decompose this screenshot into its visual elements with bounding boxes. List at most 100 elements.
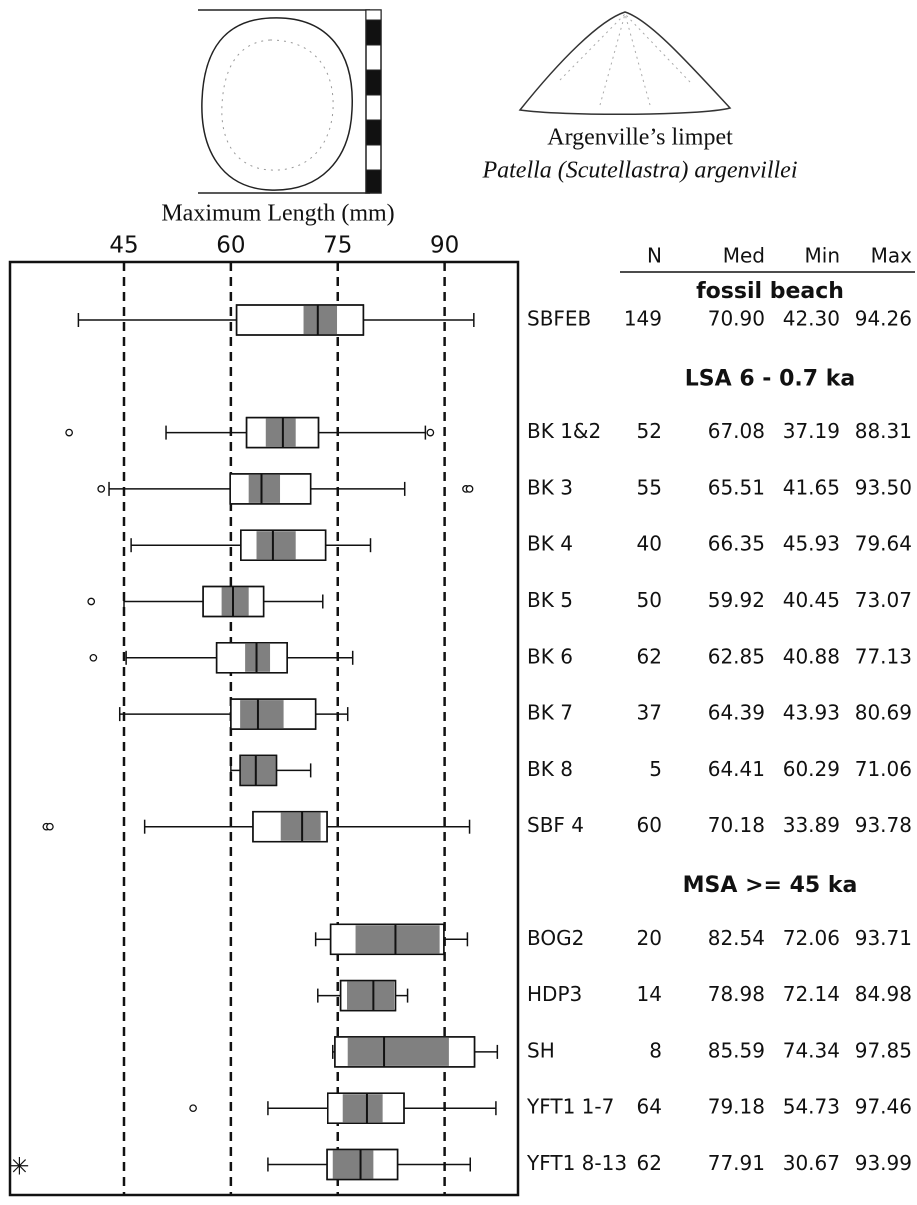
outlier — [46, 822, 54, 831]
outlier — [87, 597, 96, 606]
table-cell: 45.93 — [783, 532, 840, 556]
table-cell: 93.78 — [855, 813, 912, 837]
plot-frame — [8, 260, 520, 1197]
column-header: Med — [723, 244, 765, 268]
median-ci — [342, 1094, 383, 1123]
box-outline — [215, 642, 288, 674]
table-cell: 93.99 — [855, 1151, 912, 1175]
row-label: YFT1 8-13 — [526, 1151, 627, 1175]
table-cell: 5 — [649, 757, 662, 781]
row-label: BK 6 — [527, 644, 573, 668]
table-cell: 93.71 — [855, 926, 912, 950]
box-outline — [252, 810, 328, 843]
row-label: BK 8 — [527, 757, 573, 781]
table-cell: 94.26 — [855, 307, 912, 331]
x-axis-label: Maximum Length (mm) — [161, 201, 394, 227]
median-ci — [347, 1037, 449, 1066]
column-header: Max — [871, 244, 913, 268]
table-cell: 80.69 — [855, 701, 912, 725]
median-ci — [221, 587, 249, 616]
group-title: LSA 6 - 0.7 ka — [685, 366, 855, 391]
x-tick-label: 75 — [323, 233, 352, 259]
table-cell: 78.98 — [708, 982, 765, 1006]
box-outline — [334, 1036, 476, 1068]
box-outline — [239, 754, 278, 787]
table-cell: 59.92 — [708, 588, 765, 612]
median-ci — [332, 1150, 374, 1179]
median-ci — [265, 418, 296, 447]
row-label: BK 5 — [527, 588, 573, 612]
box-outline — [240, 529, 327, 561]
table-cell: 149 — [624, 307, 662, 331]
table-cell: 72.14 — [783, 982, 840, 1006]
table-cell: 64 — [637, 1095, 662, 1119]
row-label: HDP3 — [527, 982, 582, 1006]
table-cell: 40.45 — [783, 588, 840, 612]
group-title: MSA >= 45 ka — [683, 873, 858, 898]
table-cell: 60.29 — [783, 757, 840, 781]
table-cell: 82.54 — [708, 926, 765, 950]
table-cell: 30.67 — [783, 1151, 840, 1175]
table-cell: 14 — [637, 982, 662, 1006]
box-outline — [339, 979, 397, 1012]
table-cell: 62.85 — [708, 644, 765, 668]
shell-top-illustration — [198, 9, 382, 194]
row-label: BK 7 — [527, 701, 573, 725]
species-name: Patella (Scutellastra) argenvillei — [481, 158, 797, 184]
x-tick-label: 60 — [216, 233, 245, 259]
table-cell: 62 — [637, 644, 662, 668]
table-cell: 65.51 — [708, 475, 765, 499]
table-cell: 55 — [637, 475, 662, 499]
table-cell: 33.89 — [783, 813, 840, 837]
row-label: SBFEB — [527, 307, 591, 331]
row-label: BOG2 — [527, 926, 584, 950]
table-cell: 88.31 — [855, 419, 912, 443]
table-cell: 74.34 — [783, 1038, 840, 1062]
row-label: YFT1 1-7 — [526, 1095, 614, 1119]
median-ci — [280, 812, 321, 841]
table-cell: 64.39 — [708, 701, 765, 725]
table-cell: 77.91 — [708, 1151, 765, 1175]
x-tick-label: 90 — [430, 233, 459, 259]
box-outline — [329, 923, 445, 956]
median-ci — [240, 700, 284, 729]
box — [235, 304, 365, 336]
group-title: fossil beach — [696, 279, 844, 304]
median-ci — [303, 306, 338, 334]
median-ci — [355, 925, 440, 954]
table-cell: 52 — [637, 419, 662, 443]
table-cell: 71.06 — [855, 757, 912, 781]
median-ci — [256, 531, 296, 560]
table-cell: 77.13 — [855, 644, 912, 668]
table-cell: 70.18 — [708, 813, 765, 837]
table-cell: 62 — [637, 1151, 662, 1175]
table-cell: 97.85 — [855, 1038, 912, 1062]
outlier — [89, 653, 98, 662]
row-label: SH — [527, 1038, 555, 1062]
table-cell: 85.59 — [708, 1038, 765, 1062]
table-cell: 43.93 — [783, 701, 840, 725]
x-tick-label: 45 — [109, 233, 138, 259]
column-header: Min — [805, 244, 841, 268]
median-ci — [240, 756, 277, 785]
column-header: N — [647, 244, 662, 268]
table-cell: 70.90 — [708, 307, 765, 331]
table-cell: 97.46 — [855, 1095, 912, 1119]
box-outline — [229, 473, 312, 505]
table-cell: 54.73 — [783, 1095, 840, 1119]
median-ci — [347, 981, 395, 1010]
row-label: SBF 4 — [527, 813, 584, 837]
table-cell: 8 — [649, 1038, 662, 1062]
median-ci — [245, 643, 271, 672]
table-cell: 60 — [637, 813, 662, 837]
table-cell: 72.06 — [783, 926, 840, 950]
table-cell: 40.88 — [783, 644, 840, 668]
box-outline — [235, 304, 365, 336]
table-cell: 20 — [637, 926, 662, 950]
box-outline — [230, 698, 317, 730]
table-cell: 84.98 — [855, 982, 912, 1006]
outlier — [465, 485, 474, 493]
box-outline — [327, 1092, 405, 1124]
table-cell: 37.19 — [783, 419, 840, 443]
